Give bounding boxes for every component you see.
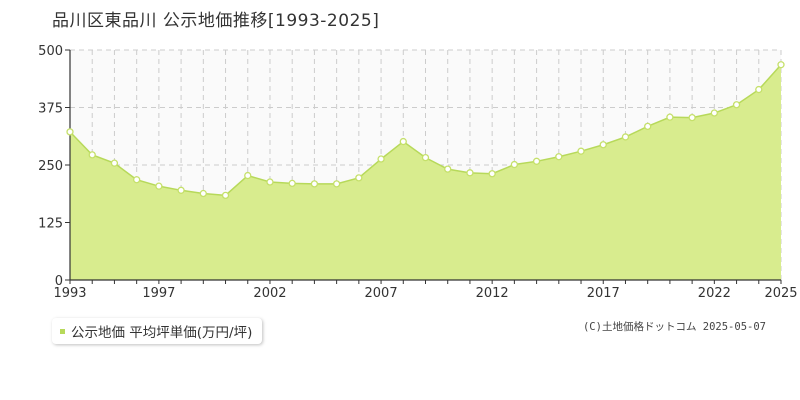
data-point [644,122,652,131]
data-point [710,109,718,117]
series-area-fill [70,64,781,280]
data-point [532,157,541,165]
data-point [88,151,96,159]
legend-swatch [60,328,65,334]
data-point [666,113,674,121]
data-point [288,179,296,188]
data-point [199,189,207,198]
data-point [310,180,319,188]
data-point [732,101,741,109]
data-point [510,160,519,169]
data-point [133,176,141,184]
data-point [777,61,785,69]
x-tick-label: 2017 [587,286,620,301]
data-point [110,159,119,167]
data-point [688,113,696,122]
data-point [421,153,430,162]
x-tick-label: 1997 [142,286,175,301]
y-tick-label: 125 [38,217,63,232]
data-point [155,182,163,190]
legend: 公示地価 平均坪単価(万円/坪) [52,318,263,344]
data-point [577,147,585,155]
data-markers [66,61,785,200]
data-point [755,85,763,94]
chart-title: 品川区東品川 公示地価推移[1993-2025] [52,11,380,31]
x-tick-label: 2022 [698,286,731,301]
x-tick-label: 2002 [253,286,286,301]
data-point [332,180,341,188]
data-point [355,174,363,182]
x-tick-label: 2025 [764,286,797,301]
data-point [599,141,607,149]
copyright-credit: (C)土地価格ドットコム 2025-05-07 [582,321,766,333]
y-tick-label: 0 [55,274,63,289]
data-point [221,191,230,200]
data-point [266,178,274,186]
data-point [555,153,563,161]
x-tick-label: 2007 [365,286,398,301]
data-point [177,186,185,194]
data-point [244,171,252,180]
legend-label: 公示地価 平均坪単価(万円/坪) [71,325,253,341]
data-point [621,133,630,141]
data-point [466,169,474,177]
data-point [488,170,496,178]
y-tick-label: 375 [38,102,63,117]
y-tick-label: 500 [38,44,63,59]
x-tick-label: 2012 [476,286,509,301]
tick-labels: 0 125 250 375 500 1993 1997 2002 2007 2012 2017 202… [38,44,797,301]
data-point [399,137,407,146]
data-point [377,155,385,163]
x-tick-label: 1993 [53,286,86,301]
data-point [66,128,74,136]
axes [65,49,782,284]
data-point [444,165,452,173]
y-tick-label: 250 [38,159,63,174]
